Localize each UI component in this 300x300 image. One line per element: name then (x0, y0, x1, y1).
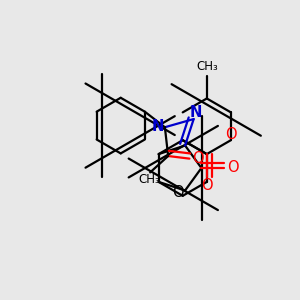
Text: CH₃: CH₃ (139, 173, 160, 186)
Text: CH₃: CH₃ (196, 60, 218, 73)
Text: O: O (201, 178, 213, 193)
Text: O: O (172, 184, 184, 200)
Text: N: N (152, 119, 164, 134)
Text: O: O (227, 160, 238, 175)
Text: O: O (225, 128, 237, 142)
Text: O: O (192, 151, 203, 166)
Text: N: N (190, 105, 202, 120)
